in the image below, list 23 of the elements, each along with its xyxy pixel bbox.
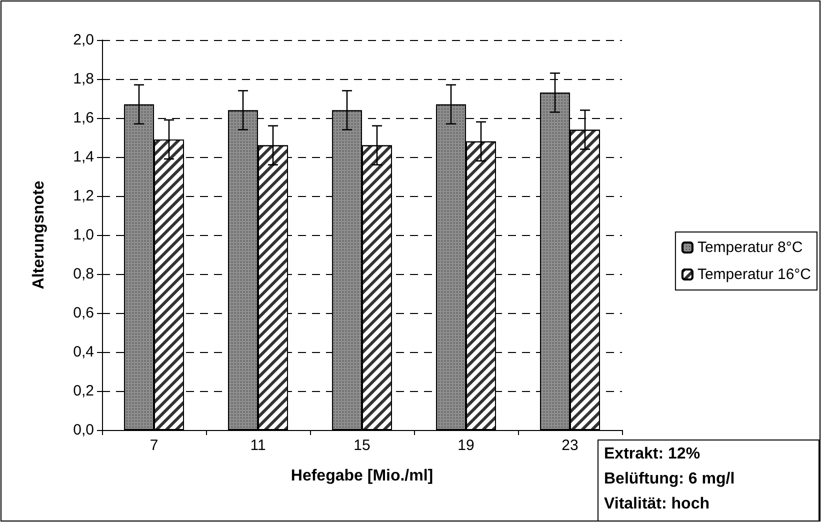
y-tick-label: 1,2 [73,188,94,204]
y-tick-label: 1,4 [73,148,94,166]
x-tick-label: 15 [354,437,370,454]
y-tick-label: 0,4 [73,344,94,360]
x-tick-label: 7 [150,437,158,454]
x-axis-title: Hefegabe [Mio./ml] [290,468,434,484]
y-tick-label: 0,8 [73,266,94,282]
text: Extrakt: 12% [604,446,700,462]
text: Belüftung: 6 mg/l [604,470,735,488]
y-tick-label: 0,2 [73,382,94,400]
y-tick-label: 0,0 [73,422,94,438]
legend-label: Temperatur 16°C [697,266,812,283]
y-tick-label: 1,8 [73,70,94,88]
text: Vitalität: hoch [604,496,710,512]
y-tick-label: 1,0 [73,226,94,244]
y-tick-label: 2,0 [73,32,94,48]
y-tick-label: 1,6 [73,110,94,126]
y-tick-label: 0,6 [73,304,94,322]
x-tick-label: 11 [250,437,266,454]
x-tick-label: 23 [562,437,578,454]
legend-label: Temperatur 8°C [697,239,803,256]
x-tick-label: 19 [458,437,474,454]
y-axis-title: Alterungsnote [30,180,48,290]
